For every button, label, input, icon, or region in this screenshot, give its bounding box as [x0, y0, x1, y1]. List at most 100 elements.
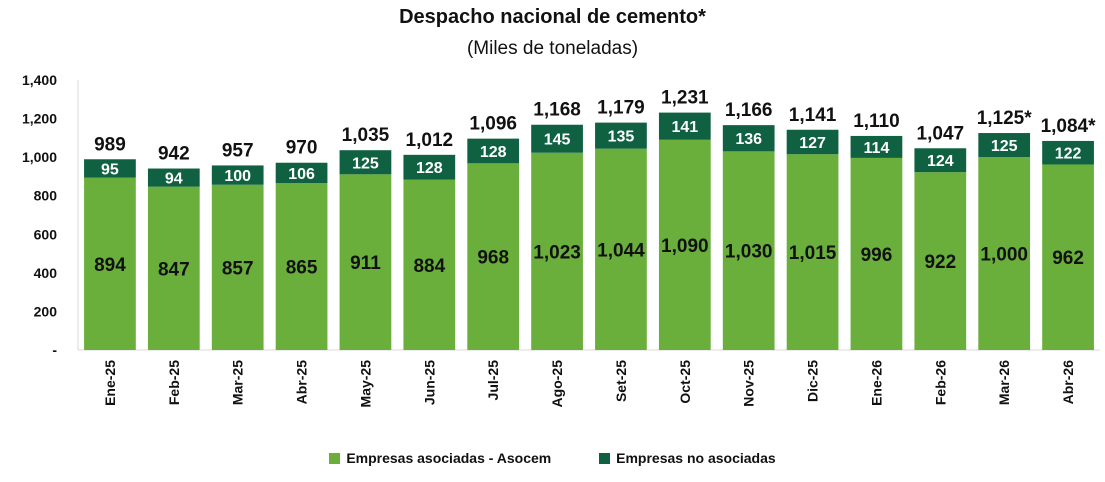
x-tick-label: Oct-25 [677, 360, 693, 404]
bar-asociadas [403, 179, 456, 350]
x-tick-label: Abr-25 [294, 360, 310, 405]
data-label-asociadas: 894 [94, 255, 126, 276]
data-label-total: 1,125* [977, 108, 1033, 129]
x-tick-label: Feb-25 [166, 360, 182, 405]
y-tick-label: 1,000 [22, 149, 57, 165]
data-label-no-asociadas: 128 [480, 144, 507, 161]
x-tick-label: Jul-25 [485, 360, 501, 401]
data-label-no-asociadas: 125 [352, 155, 379, 172]
bar-asociadas [786, 154, 839, 350]
data-label-asociadas: 1,044 [597, 240, 645, 261]
bar-no-asociadas [339, 150, 392, 175]
data-label-total: 989 [94, 134, 126, 155]
data-label-asociadas: 1,015 [789, 243, 837, 264]
bar-no-asociadas [914, 148, 967, 173]
bar-no-asociadas [531, 124, 583, 153]
data-label-total: 1,141 [789, 105, 837, 126]
data-label-no-asociadas: 127 [799, 135, 826, 152]
x-tick-label: Mar-26 [996, 360, 1012, 405]
bar-no-asociadas [1042, 140, 1094, 165]
data-label-no-asociadas: 94 [165, 171, 183, 188]
data-label-no-asociadas: 122 [1055, 146, 1082, 163]
data-label-total: 970 [286, 138, 318, 159]
bar-no-asociadas [403, 154, 456, 180]
bar-no-asociadas [722, 125, 775, 152]
data-label-total: 1,084* [1041, 116, 1097, 137]
bar-no-asociadas [84, 159, 136, 178]
y-tick-label: 600 [34, 226, 58, 242]
data-label-total: 942 [158, 144, 190, 165]
data-label-no-asociadas: 125 [991, 138, 1018, 155]
data-label-no-asociadas: 145 [544, 132, 571, 149]
data-label-no-asociadas: 100 [224, 168, 251, 185]
data-label-asociadas: 1,000 [980, 245, 1028, 266]
data-label-no-asociadas: 128 [416, 160, 443, 177]
data-label-no-asociadas: 95 [101, 161, 119, 178]
x-tick-label: Jun-25 [421, 360, 437, 405]
data-label-no-asociadas: 136 [735, 131, 762, 148]
data-label-asociadas: 911 [350, 253, 381, 274]
legend-label-no-asociadas: Empresas no asociadas [616, 450, 776, 466]
bar-asociadas [211, 184, 264, 350]
y-tick-label: 800 [34, 188, 58, 204]
stacked-bar-chart: - 200 400 600 800 1,000 1,200 1,400 894 95 989 Ene-… [22, 72, 1100, 408]
chart-legend: Empresas asociadas - Asocem Empresas no … [0, 450, 1105, 466]
bar-asociadas [275, 183, 328, 350]
data-label-no-asociadas: 124 [927, 153, 954, 170]
bar-asociadas [978, 157, 1031, 350]
data-label-total: 1,231 [661, 88, 709, 109]
legend-item-no-asociadas: Empresas no asociadas [599, 450, 776, 466]
bar-asociadas [1042, 164, 1094, 350]
data-label-total: 1,035 [342, 125, 390, 146]
bar-no-asociadas [595, 122, 647, 149]
data-label-total: 1,012 [406, 130, 454, 151]
data-label-no-asociadas: 135 [608, 129, 635, 146]
legend-swatch-no-asociadas [599, 453, 611, 464]
legend-swatch-asociadas [329, 453, 341, 464]
data-label-asociadas: 962 [1052, 248, 1084, 269]
data-label-asociadas: 1,030 [725, 242, 773, 263]
data-label-no-asociadas: 106 [288, 166, 315, 183]
data-label-total: 957 [222, 140, 254, 161]
y-tick-label: 200 [34, 303, 58, 319]
y-tick-label: 1,400 [22, 72, 57, 88]
bar-asociadas [147, 186, 200, 350]
bar-asociadas [595, 148, 647, 350]
bar-asociadas [339, 174, 392, 350]
legend-item-asociadas: Empresas asociadas - Asocem [329, 450, 551, 466]
x-tick-label: Feb-26 [932, 360, 948, 405]
bar-no-asociadas [211, 165, 264, 185]
y-tick-label: 1,200 [22, 111, 57, 127]
data-label-asociadas: 865 [286, 258, 318, 279]
chart-subtitle: (Miles de toneladas) [466, 38, 639, 59]
data-label-total: 1,166 [725, 100, 773, 121]
data-label-asociadas: 922 [924, 252, 956, 273]
y-tick-label: 400 [34, 265, 58, 281]
data-label-asociadas: 857 [222, 258, 254, 279]
bar-asociadas [722, 151, 775, 350]
bar-asociadas [914, 172, 967, 350]
x-tick-label: Ene-26 [868, 360, 884, 406]
bar-no-asociadas [786, 129, 839, 155]
bar-asociadas [84, 177, 136, 350]
x-tick-label: Ago-25 [549, 360, 565, 408]
bar-asociadas [850, 157, 903, 350]
bar-asociadas [658, 139, 711, 350]
chart-title: Despacho nacional de cemento* [399, 6, 706, 28]
data-label-asociadas: 847 [158, 259, 190, 280]
data-label-asociadas: 1,023 [533, 242, 581, 263]
data-label-total: 1,179 [597, 98, 645, 119]
bar-no-asociadas [147, 168, 200, 187]
bar-no-asociadas [275, 162, 328, 184]
data-label-total: 1,168 [533, 100, 581, 121]
bar-no-asociadas [850, 135, 903, 158]
x-tick-label: Set-25 [613, 360, 629, 402]
data-label-asociadas: 884 [413, 256, 445, 277]
data-label-total: 1,047 [917, 123, 965, 144]
bar-no-asociadas [978, 133, 1031, 158]
data-label-asociadas: 968 [477, 248, 509, 269]
bar-asociadas [531, 152, 583, 350]
x-tick-label: Abr-26 [1060, 360, 1076, 405]
x-tick-label: Ene-25 [102, 360, 118, 406]
legend-label-asociadas: Empresas asociadas - Asocem [346, 450, 552, 466]
